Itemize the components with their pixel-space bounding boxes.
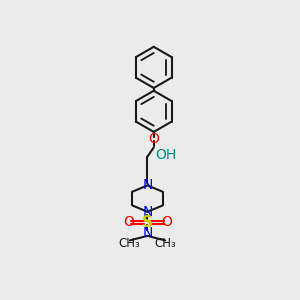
Text: N: N: [142, 178, 153, 192]
Text: CH₃: CH₃: [118, 237, 140, 250]
Text: N: N: [142, 226, 153, 240]
Text: O: O: [148, 132, 159, 146]
Text: S: S: [142, 215, 153, 230]
Text: OH: OH: [155, 148, 176, 162]
Text: O: O: [123, 215, 134, 229]
Text: CH₃: CH₃: [155, 237, 176, 250]
Text: O: O: [161, 215, 172, 229]
Text: N: N: [142, 205, 153, 219]
